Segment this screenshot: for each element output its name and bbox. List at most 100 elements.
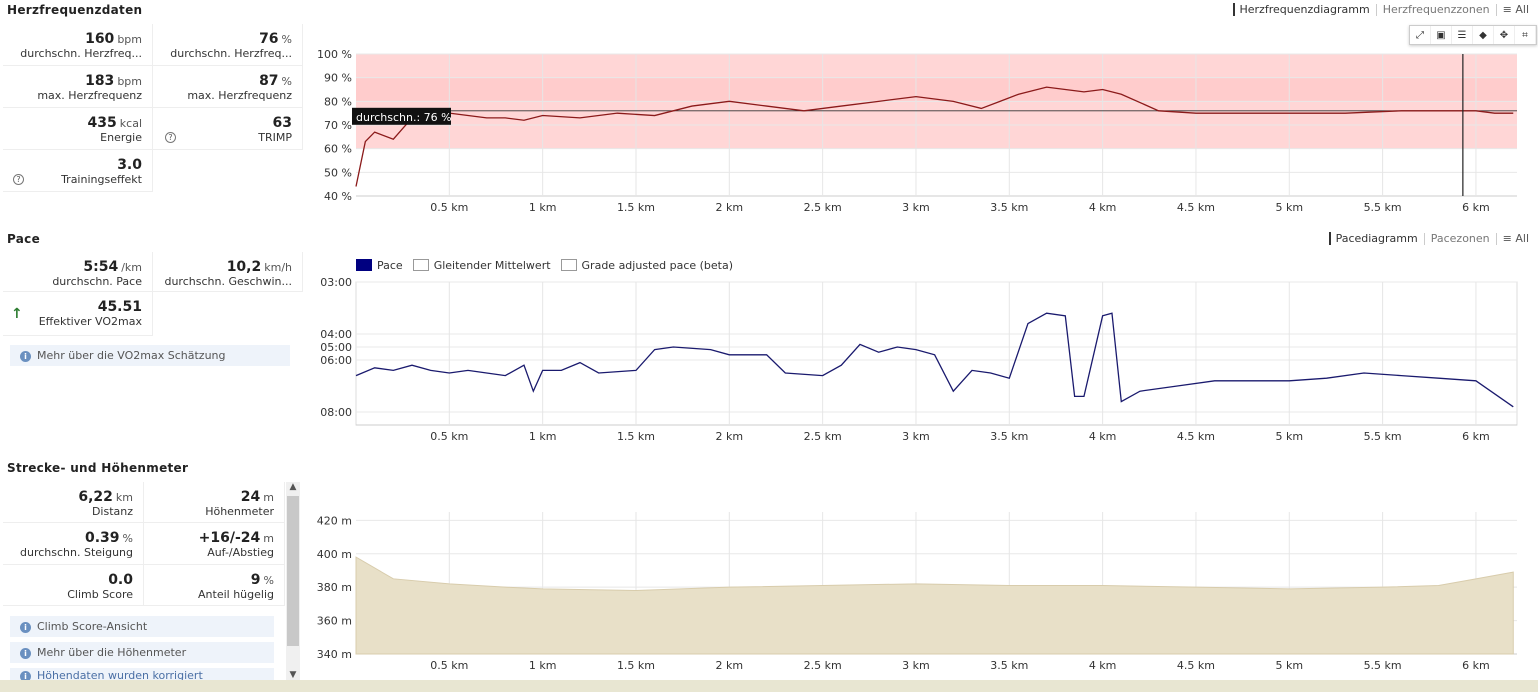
climb-score-view-link[interactable]: i Climb Score-Ansicht: [10, 616, 274, 637]
x-tick-label: 3.5 km: [990, 430, 1028, 443]
y-tick-label: 360 m: [317, 615, 352, 628]
elevation-corrected-link[interactable]: i Höhendaten wurden korrigiert: [10, 668, 274, 680]
y-tick-label: 08:00: [320, 406, 352, 419]
stat-max-hr: 183 bpm max. Herzfrequenz: [3, 66, 153, 108]
x-tick-label: 1 km: [529, 659, 557, 672]
stat-training-effect: 3.0 Trainingseffekt ?: [3, 150, 153, 192]
stat-unit: %: [122, 532, 133, 545]
target-icon[interactable]: ✥: [1494, 26, 1515, 44]
tab-pacezonen[interactable]: Pacezonen: [1430, 232, 1490, 245]
crop-icon[interactable]: ⌗: [1515, 26, 1536, 44]
stat-value: 63: [272, 115, 292, 131]
scroll-up-icon[interactable]: ▲: [289, 482, 297, 492]
x-tick-label: 0.5 km: [430, 430, 468, 443]
save-icon[interactable]: ▣: [1431, 26, 1452, 44]
stat-value: 87: [259, 73, 279, 89]
x-tick-label: 4.5 km: [1177, 430, 1215, 443]
stat-trimp: 63 TRIMP ?: [153, 108, 303, 150]
stat-climb-score: 0.0 Climb Score: [3, 565, 144, 606]
tab-all[interactable]: ≡ All: [1503, 232, 1529, 245]
help-icon[interactable]: ?: [13, 174, 24, 185]
info-text: Mehr über die Höhenmeter: [37, 646, 187, 659]
y-tick-label: 40 %: [324, 190, 352, 203]
info-icon: i: [20, 351, 31, 362]
tab-all[interactable]: ≡ All: [1503, 3, 1529, 16]
pace-tabs: Pacediagramm Pacezonen ≡ All: [1328, 232, 1529, 245]
stat-vo2max: 45.51 Effektiver VO2max ↑: [3, 292, 153, 336]
stat-hilly-share: 9% Anteil hügelig: [144, 565, 285, 606]
x-tick-label: 2.5 km: [804, 201, 842, 214]
stats-scrollbar[interactable]: ▲ ▼: [286, 482, 300, 680]
legend-label: Gleitender Mittelwert: [433, 259, 551, 272]
tab-separator: [1495, 3, 1497, 16]
list-icon[interactable]: ☰: [1452, 26, 1473, 44]
tab-all-label: All: [1515, 3, 1529, 16]
tab-herzfrequenzzonen[interactable]: Herzfrequenzzonen: [1382, 3, 1490, 16]
x-tick-label: 5.5 km: [1364, 659, 1402, 672]
stat-label: durchschn. Herzfreq...: [170, 47, 292, 60]
stat-avg-hr-pct: 76% durchschn. Herzfreq...: [153, 24, 303, 66]
tab-all-label: All: [1515, 232, 1529, 245]
legend-item-grade-adjusted[interactable]: Grade adjusted pace (beta): [560, 259, 733, 272]
stat-label: Anteil hügelig: [198, 588, 274, 601]
x-tick-label: 4 km: [1089, 659, 1117, 672]
scroll-down-icon[interactable]: ▼: [289, 670, 297, 680]
average-tooltip: durchschn.: 76 %: [352, 107, 452, 125]
x-tick-label: 0.5 km: [430, 201, 468, 214]
legend-label: Pace: [377, 259, 403, 272]
stat-unit: km/h: [264, 261, 292, 274]
info-text: Climb Score-Ansicht: [37, 620, 148, 633]
info-text: Höhendaten wurden korrigiert: [37, 669, 203, 680]
stat-label: durchschn. Geschwin...: [164, 275, 292, 288]
x-tick-label: 5.5 km: [1364, 201, 1402, 214]
x-tick-label: 3.5 km: [990, 201, 1028, 214]
menu-icon: ≡: [1502, 232, 1516, 245]
heart-tabs: Herzfrequenzdiagramm Herzfrequenzzonen ≡…: [1232, 3, 1529, 16]
chart-toolbar: ⤢ ▣ ☰ ◆ ✥ ⌗: [1409, 25, 1537, 45]
x-tick-label: 2.5 km: [804, 659, 842, 672]
stat-label: max. Herzfrequenz: [187, 89, 292, 102]
heart-rate-chart[interactable]: 100 % 90 % 80 % 70 % 60 % 50 % 40 % 0.5 km 1 km 1…: [300, 40, 1528, 218]
scroll-thumb[interactable]: [287, 496, 299, 646]
pace-legend: Pace Gleitender Mittelwert Grade adjuste…: [356, 259, 733, 272]
help-icon[interactable]: ?: [165, 132, 176, 143]
elevation-chart[interactable]: 420 m 400 m 380 m 360 m 340 m 0.5 km 1 km 1.5 k…: [300, 508, 1528, 676]
map-strip[interactable]: [0, 680, 1538, 692]
pace-plot-frame: [355, 281, 1518, 426]
elevation-stats: 6,22 km Distanz 24 m Höhenmeter 0.39% durc…: [3, 482, 285, 606]
heart-rate-series: [355, 86, 1514, 187]
stat-avg-pace: 5:54/km durchschn. Pace: [3, 252, 153, 292]
y-tick-label: 400 m: [317, 548, 352, 561]
tab-herzfrequenzdiagramm[interactable]: Herzfrequenzdiagramm: [1232, 3, 1370, 16]
x-tick-label: 2.5 km: [804, 430, 842, 443]
tab-separator: [1495, 232, 1497, 245]
vo2max-info-link[interactable]: i Mehr über die VO2max Schätzung: [10, 345, 290, 366]
tab-separator: [1375, 3, 1377, 16]
pace-section-title: Pace: [7, 232, 41, 246]
heart-stats: 160 bpm durchschn. Herzfreq... 76% durchs…: [3, 24, 303, 194]
stat-value: 0.0: [108, 572, 133, 588]
tab-pacediagramm[interactable]: Pacediagramm: [1328, 232, 1418, 245]
expand-icon[interactable]: ⤢: [1410, 26, 1431, 44]
x-tick-label: 3 km: [902, 201, 930, 214]
heart-section: Herzfrequenzdaten Herzfrequenzdiagramm H…: [0, 0, 1538, 222]
legend-item-moving-average[interactable]: Gleitender Mittelwert: [412, 259, 551, 272]
stat-unit: /km: [121, 261, 142, 274]
hr-zone-band-strong: [356, 77, 1517, 102]
stat-unit: kcal: [119, 117, 142, 130]
x-tick-label: 2 km: [716, 430, 744, 443]
stat-label: Energie: [100, 131, 142, 144]
y-tick-label: 06:00: [320, 354, 352, 367]
stat-max-hr-pct: 87% max. Herzfrequenz: [153, 66, 303, 108]
tag-icon[interactable]: ◆: [1473, 26, 1494, 44]
x-tick-label: 2 km: [716, 659, 744, 672]
legend-item-pace[interactable]: Pace: [356, 259, 403, 272]
stat-unit: m: [263, 532, 274, 545]
x-tick-label: 4 km: [1089, 201, 1117, 214]
stat-elevation-gain: 24 m Höhenmeter: [144, 482, 285, 523]
stat-value: 10,2: [226, 259, 262, 275]
elevation-info-link[interactable]: i Mehr über die Höhenmeter: [10, 642, 274, 663]
arrow-up-icon: ↑: [11, 306, 23, 322]
tooltip-text: durchschn.: 76 %: [356, 111, 452, 124]
